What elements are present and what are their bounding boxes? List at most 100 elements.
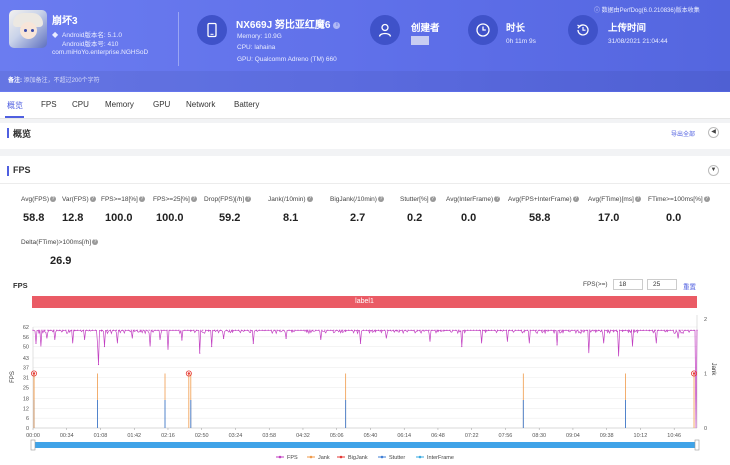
fps-threshold-high-input[interactable]: 25 <box>647 279 677 290</box>
package-name: com.miHoYo.enterprise.NGHSoD <box>52 49 149 56</box>
tab-gpu[interactable]: GPU <box>153 100 171 109</box>
note-input-bar[interactable] <box>0 71 730 91</box>
fps-point <box>306 329 308 331</box>
fps-point <box>139 329 141 331</box>
fps-point <box>562 329 564 331</box>
fps-point <box>228 329 231 331</box>
help-icon[interactable]: ? <box>634 196 641 203</box>
fps-point <box>333 329 335 331</box>
android-code: Android版本号: 410 <box>62 41 119 48</box>
metric-label: FPS>=25[%]? <box>153 196 197 203</box>
fps-point <box>586 329 588 331</box>
help-icon[interactable]: ? <box>138 196 145 203</box>
fps-point <box>222 337 225 340</box>
export-all-link[interactable]: 导出全部 <box>671 132 696 138</box>
fps-point <box>523 329 525 331</box>
fps-point <box>624 329 627 331</box>
fps-point <box>595 329 597 331</box>
fps-point <box>345 329 347 331</box>
fps-point <box>118 329 120 331</box>
fps-point <box>127 329 129 331</box>
fps-point <box>499 329 502 331</box>
x-tick-label: 02:50 <box>195 433 209 439</box>
fps-point <box>371 329 374 331</box>
fps-section-title: FPS <box>13 165 31 175</box>
metric-value: 58.8 <box>529 212 551 224</box>
android-icon: ◆ <box>52 30 59 39</box>
fps-point <box>479 329 481 331</box>
tab-cpu[interactable]: CPU <box>72 100 89 109</box>
fps-point <box>151 329 153 331</box>
reset-link[interactable]: 重置 <box>683 284 696 291</box>
metric-value: 0.2 <box>407 212 423 224</box>
fps-point <box>106 329 109 331</box>
creator-value-redacted <box>411 36 429 45</box>
fps-point <box>282 329 284 331</box>
fps-point <box>556 344 558 346</box>
y-tick-label: 0 <box>26 426 29 432</box>
x-tick-label: 06:14 <box>397 433 411 439</box>
fps-point <box>276 329 278 331</box>
fps-point <box>273 329 275 331</box>
x-tick-label: 09:04 <box>566 433 580 439</box>
tab-memory[interactable]: Memory <box>105 100 134 109</box>
tab-network[interactable]: Network <box>186 100 216 109</box>
fps-point <box>467 329 469 331</box>
report-header: 崩坏3 ◆ Android版本名: 5.1.0 Android版本号: 410 … <box>0 0 730 92</box>
app-name: 崩坏3 <box>52 16 78 27</box>
fps-point <box>383 329 385 331</box>
fps-threshold-low-input[interactable]: 18 <box>613 279 643 290</box>
help-icon[interactable]: ? <box>572 196 579 203</box>
y-tick-label: 56 <box>23 335 29 341</box>
clock-icon <box>468 15 498 45</box>
note-field[interactable]: 备注: 添加备注，不超过200个字符 <box>8 78 100 84</box>
label-band[interactable]: label1 <box>32 296 697 308</box>
legend-marker <box>418 455 422 459</box>
fps-point <box>342 329 344 331</box>
device-info-icon[interactable]: i <box>333 21 341 29</box>
fps-point <box>142 329 144 331</box>
help-icon[interactable]: ? <box>92 239 99 246</box>
fps-point <box>458 329 460 331</box>
fps-point <box>166 329 168 331</box>
fps-point <box>59 329 61 331</box>
metric-value: 59.2 <box>219 212 241 224</box>
legend-marker <box>309 455 313 459</box>
fps-point <box>633 329 636 331</box>
fps-point <box>336 329 338 331</box>
help-icon[interactable]: ? <box>190 196 197 203</box>
fps-point <box>270 329 272 331</box>
tab-fps[interactable]: FPS <box>41 100 57 109</box>
fps-point <box>91 329 94 331</box>
fps-point <box>181 339 183 341</box>
fps-point <box>267 329 269 331</box>
help-icon[interactable]: ? <box>494 196 501 203</box>
fps-point <box>654 329 656 331</box>
x-tick-label: 01:42 <box>127 433 141 439</box>
help-icon[interactable]: ? <box>377 196 384 203</box>
fps-point <box>696 329 698 331</box>
help-icon[interactable]: ? <box>306 196 313 203</box>
help-icon[interactable]: ? <box>245 196 252 203</box>
tab-battery[interactable]: Battery <box>234 100 260 109</box>
duration-label: 时长 <box>506 23 526 34</box>
help-icon[interactable]: ? <box>703 196 710 203</box>
tab-overview[interactable]: 概览 <box>7 101 23 110</box>
help-icon[interactable]: ? <box>429 196 436 203</box>
upload-time-value: 31/08/2021 21:04:44 <box>608 38 668 45</box>
help-icon[interactable]: ? <box>89 196 96 203</box>
fps-point <box>294 329 296 331</box>
fps-point <box>484 329 487 331</box>
collapse-down-icon[interactable]: ▼ <box>708 165 719 176</box>
help-icon[interactable]: ? <box>50 196 57 203</box>
device-name: NX669J 努比亚红魔6 i <box>236 16 341 31</box>
metric-label: Avg(FPS+InterFrame)? <box>508 196 579 203</box>
legend-label: FPS <box>287 455 298 461</box>
collapse-left-icon[interactable]: ◀ <box>708 127 719 138</box>
fps-point <box>490 329 493 331</box>
fps-point <box>592 329 594 331</box>
fps-point <box>157 329 159 331</box>
legend-marker <box>339 455 343 459</box>
fps-point <box>172 329 174 331</box>
fps-point <box>440 329 442 331</box>
